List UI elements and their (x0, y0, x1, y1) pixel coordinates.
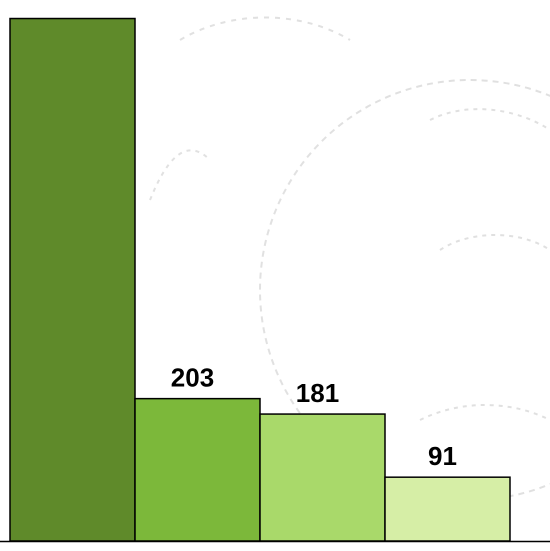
bar-2 (134, 397, 261, 542)
data-labels-group: 203 181 91 (171, 363, 457, 472)
bars-group (9, 17, 511, 542)
bar-1 (9, 17, 136, 542)
bar-3-value-label: 181 (296, 378, 339, 408)
bar-3 (259, 413, 386, 542)
bar-4-value-label: 91 (428, 441, 457, 471)
bar-2-value-label: 203 (171, 363, 214, 393)
bar-4 (384, 476, 511, 542)
